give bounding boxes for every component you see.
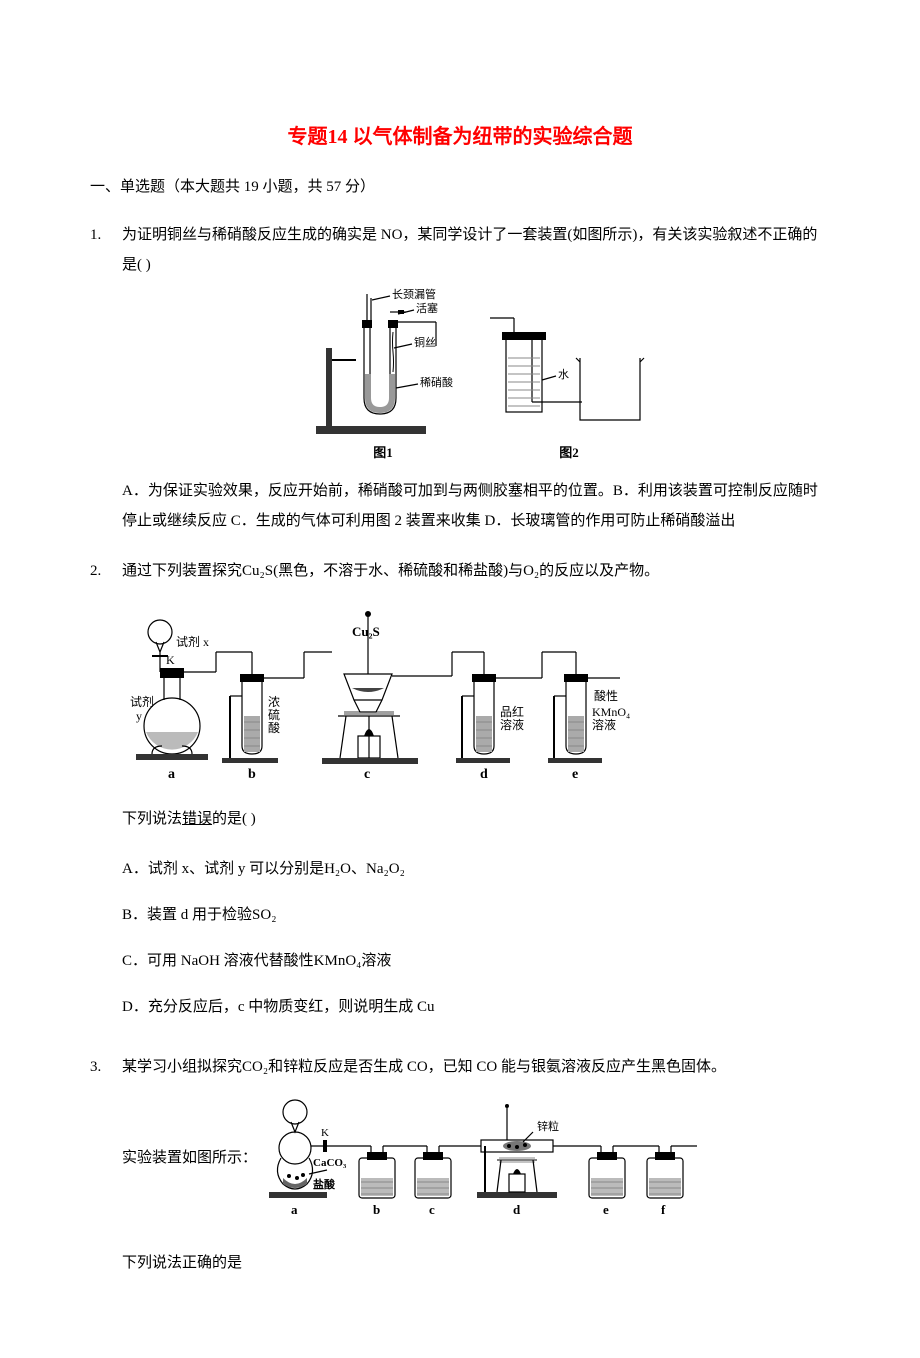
q2-number: 2. bbox=[90, 556, 122, 1038]
q2-stem: 通过下列装置探究Cu₂S(黑色，不溶于水、稀硫酸和稀盐酸)与O₂的反应以及产物。 bbox=[122, 556, 830, 586]
q2-apparatus-svg: 试剂 x K 试剂y 浓硫酸 bbox=[122, 596, 662, 786]
svg-text:K: K bbox=[166, 653, 175, 667]
q3-stem: 某学习小组拟探究CO₂和锌粒反应是否生成 CO，已知 CO 能与银氨溶液反应产生… bbox=[122, 1052, 830, 1082]
q2-below: 下列说法错误的是( ) bbox=[122, 804, 830, 834]
svg-text:活塞: 活塞 bbox=[416, 301, 438, 315]
q2-figure: 试剂 x K 试剂y 浓硫酸 bbox=[122, 596, 830, 786]
question-3: 3. 某学习小组拟探究CO₂和锌粒反应是否生成 CO，已知 CO 能与银氨溶液反… bbox=[90, 1052, 830, 1284]
q1-options: A．为保证实验效果，反应开始前，稀硝酸可加到与两侧胶塞相平的位置。B．利用该装置… bbox=[122, 476, 830, 536]
svg-text:试剂 x: 试剂 x bbox=[176, 634, 209, 649]
svg-text:铜丝: 铜丝 bbox=[414, 335, 436, 349]
svg-text:e: e bbox=[572, 767, 578, 782]
svg-text:a: a bbox=[291, 1202, 298, 1217]
svg-text:f: f bbox=[661, 1202, 666, 1217]
svg-text:盐酸: 盐酸 bbox=[313, 1177, 336, 1191]
q1-fig2-label: 图2 bbox=[559, 440, 579, 466]
svg-text:KMnO₄溶液: KMnO₄溶液 bbox=[592, 705, 630, 732]
svg-text:酸性: 酸性 bbox=[594, 688, 618, 703]
svg-text:品红溶液: 品红溶液 bbox=[500, 704, 524, 732]
svg-text:试剂y: 试剂y bbox=[130, 694, 154, 723]
q3-number: 3. bbox=[90, 1052, 122, 1284]
svg-text:b: b bbox=[248, 767, 256, 782]
q2-options: A．试剂 x、试剂 y 可以分别是H₂O、Na₂O₂ B．装置 d 用于检验SO… bbox=[122, 854, 830, 1022]
svg-text:b: b bbox=[373, 1202, 380, 1217]
svg-text:浓硫酸: 浓硫酸 bbox=[268, 695, 280, 735]
q1-fig2-svg: 水 bbox=[484, 288, 654, 438]
section-heading: 一、单选题（本大题共 19 小题，共 57 分） bbox=[90, 173, 830, 202]
svg-text:锌粒: 锌粒 bbox=[537, 1119, 559, 1133]
q3-figure-row: 实验装置如图所示： CaCO₃ 盐酸 K bbox=[122, 1088, 830, 1228]
q3-inline-label: 实验装置如图所示： bbox=[122, 1143, 257, 1173]
svg-text:Cu₂S: Cu₂S bbox=[352, 624, 380, 639]
q1-figure-row: 长颈漏管 活塞 铜丝 稀硝酸 图1 bbox=[122, 288, 830, 466]
svg-text:长颈漏管: 长颈漏管 bbox=[392, 288, 436, 301]
svg-text:稀硝酸: 稀硝酸 bbox=[420, 375, 453, 389]
question-2: 2. 通过下列装置探究Cu₂S(黑色，不溶于水、稀硫酸和稀盐酸)与O₂的反应以及… bbox=[90, 556, 830, 1038]
svg-text:c: c bbox=[364, 767, 370, 782]
svg-text:K: K bbox=[321, 1127, 329, 1139]
q1-number: 1. bbox=[90, 220, 122, 542]
q3-below: 下列说法正确的是 bbox=[122, 1248, 830, 1278]
svg-text:c: c bbox=[429, 1202, 435, 1217]
svg-text:CaCO₃: CaCO₃ bbox=[313, 1157, 347, 1169]
svg-text:d: d bbox=[513, 1202, 521, 1217]
question-1: 1. 为证明铜丝与稀硝酸反应生成的确实是 NO，某同学设计了一套装置(如图所示)… bbox=[90, 220, 830, 542]
svg-text:d: d bbox=[480, 767, 488, 782]
q1-fig1-label: 图1 bbox=[373, 440, 393, 466]
svg-text:a: a bbox=[168, 767, 175, 782]
svg-text:水: 水 bbox=[558, 368, 569, 381]
svg-text:e: e bbox=[603, 1202, 609, 1217]
q1-fig1-svg: 长颈漏管 活塞 铜丝 稀硝酸 bbox=[298, 288, 468, 438]
q3-apparatus-svg: CaCO₃ 盐酸 K bbox=[261, 1088, 761, 1228]
q1-stem: 为证明铜丝与稀硝酸反应生成的确实是 NO，某同学设计了一套装置(如图所示)，有关… bbox=[122, 220, 830, 280]
doc-title: 专题14 以气体制备为纽带的实验综合题 bbox=[90, 120, 830, 149]
